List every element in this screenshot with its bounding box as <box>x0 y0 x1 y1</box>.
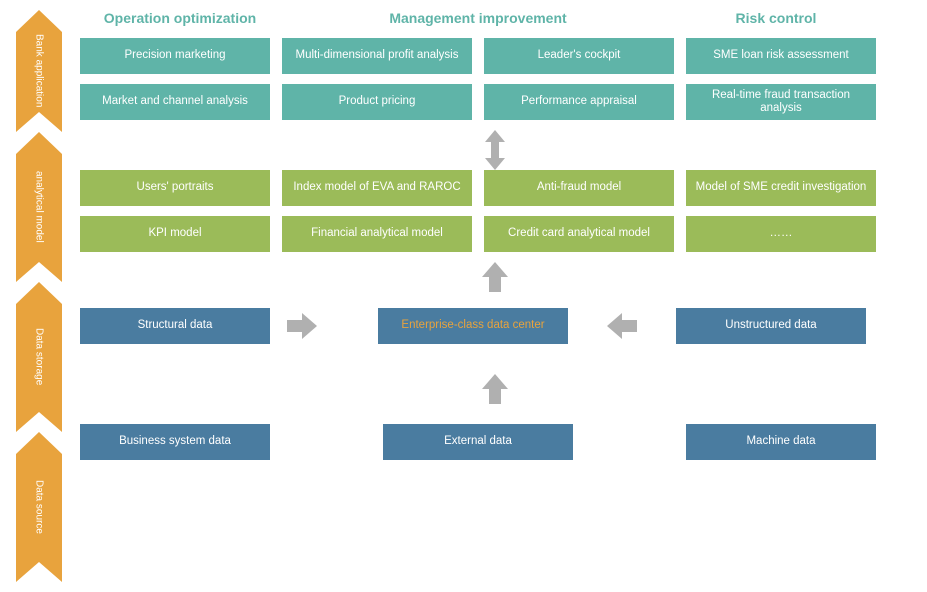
chevron-bank-application: Bank application <box>16 10 62 132</box>
chevron-label: Data source <box>34 480 45 534</box>
box-ellipsis: …… <box>686 216 876 252</box>
box-external-data: External data <box>383 424 573 460</box>
arrow-storage-model <box>80 262 910 308</box>
source-row: Business system data External data Machi… <box>80 424 876 460</box>
arrow-app-model <box>80 130 910 170</box>
box-precision-marketing: Precision marketing <box>80 38 270 74</box>
box-kpi-model: KPI model <box>80 216 270 252</box>
up-arrow-icon <box>482 262 508 292</box>
box-credit-card-model: Credit card analytical model <box>484 216 674 252</box>
box-enterprise-center: Enterprise-class data center <box>378 308 568 344</box>
box-market-channel: Market and channel analysis <box>80 84 270 120</box>
box-eva-raroc: Index model of EVA and RAROC <box>282 170 472 206</box>
storage-row: Structural data Enterprise-class data ce… <box>80 308 910 344</box>
arrow-struct-to-center <box>270 313 334 339</box>
up-arrow-icon <box>482 374 508 404</box>
left-arrow-icon <box>607 313 637 339</box>
box-multi-dim-profit: Multi-dimensional profit analysis <box>282 38 472 74</box>
arrow-source-storage <box>80 354 910 424</box>
box-financial-model: Financial analytical model <box>282 216 472 252</box>
section-headers: Operation optimization Management improv… <box>80 10 910 26</box>
right-arrow-icon <box>287 313 317 339</box>
box-fraud-analysis: Real-time fraud transaction analysis <box>686 84 876 120</box>
app-row-1: Precision marketing Multi-dimensional pr… <box>80 38 910 74</box>
chevron-label: Bank application <box>34 34 45 107</box>
chevron-data-storage: Data storage <box>16 282 62 432</box>
box-performance-appraisal: Performance appraisal <box>484 84 674 120</box>
chevron-data-source: Data source <box>16 432 62 582</box>
header-operation: Operation optimization <box>80 10 280 26</box>
model-row-1: Users' portraits Index model of EVA and … <box>80 170 910 206</box>
layer-application: Precision marketing Multi-dimensional pr… <box>80 38 910 120</box>
box-machine-data: Machine data <box>686 424 876 460</box>
chevron-label: Data storage <box>34 328 45 385</box>
chevron-analytical-model: analytical model <box>16 132 62 282</box>
box-sme-loan-risk: SME loan risk assessment <box>686 38 876 74</box>
arrow-unstruct-to-center <box>568 313 676 339</box>
box-anti-fraud: Anti-fraud model <box>484 170 674 206</box>
box-unstructured-data: Unstructured data <box>676 308 866 344</box>
double-arrow-vertical-icon <box>482 130 508 170</box>
box-product-pricing: Product pricing <box>282 84 472 120</box>
layer-storage: Structural data Enterprise-class data ce… <box>80 308 910 344</box>
box-sme-credit: Model of SME credit investigation <box>686 170 876 206</box>
content-area: Operation optimization Management improv… <box>80 10 910 470</box>
box-users-portraits: Users' portraits <box>80 170 270 206</box>
box-leaders-cockpit: Leader's cockpit <box>484 38 674 74</box>
chevron-label: analytical model <box>34 171 45 243</box>
box-structural-data: Structural data <box>80 308 270 344</box>
layer-source: Business system data External data Machi… <box>80 424 910 460</box>
app-row-2: Market and channel analysis Product pric… <box>80 84 910 120</box>
header-management: Management improvement <box>280 10 676 26</box>
box-business-system: Business system data <box>80 424 270 460</box>
model-row-2: KPI model Financial analytical model Cre… <box>80 216 910 252</box>
layer-model: Users' portraits Index model of EVA and … <box>80 170 910 252</box>
header-risk: Risk control <box>676 10 876 26</box>
sidebar-chevrons: Bank application analytical model Data s… <box>16 10 62 582</box>
